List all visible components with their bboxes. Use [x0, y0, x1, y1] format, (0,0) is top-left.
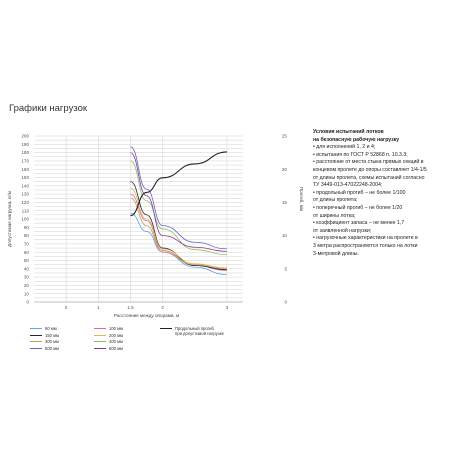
- x-axis-label: Расстояние между опорами, м: [114, 313, 179, 318]
- conditions-line: • продольный прогиб – не более 1/100: [313, 189, 406, 196]
- legend-item: 150 мм: [30, 333, 59, 338]
- y-tick-label: 40: [24, 266, 30, 271]
- conditions-line: от ширины лотка;: [313, 212, 356, 219]
- legend-label: 150 мм: [45, 332, 59, 338]
- legend-item: Продольный прогиб при допустимой нагрузке: [160, 326, 224, 336]
- y-tick-label: 200: [21, 134, 29, 139]
- y2-tick-label: 20: [282, 167, 288, 172]
- y-tick-label: 100: [21, 217, 29, 222]
- series-line-3: [130, 187, 227, 269]
- y-tick-label: 140: [21, 183, 29, 188]
- conditions-line: • расстояние от места стыка прямых секци…: [313, 159, 424, 166]
- x-tick-label: 1.5: [127, 305, 134, 310]
- page-title: Графики нагрузок: [9, 103, 88, 114]
- legend-swatch: [94, 341, 106, 343]
- conditions-line: 3 метра распространяются только на лотки: [313, 242, 418, 249]
- legend-label: 200 мм: [109, 332, 123, 338]
- series-line-6: [130, 146, 227, 250]
- x-tick-label: 2: [161, 305, 164, 310]
- series-line-4: [130, 197, 227, 270]
- legend-swatch: [94, 347, 106, 349]
- conditions-list: • для исполнений 1, 2 и 4; • испытания по…: [313, 144, 453, 258]
- legend-swatch: [94, 334, 106, 336]
- legend-item: 600 мм: [94, 346, 123, 351]
- y2-tick-label: 10: [282, 233, 288, 238]
- legend-item: 500 мм: [30, 346, 59, 351]
- y-tick-label: 70: [24, 242, 30, 247]
- conditions-line: от длины пролета, схемы испытаний соглас…: [313, 174, 425, 181]
- x-tick-label: 0: [65, 305, 68, 310]
- legend-item: 80 мм: [30, 326, 57, 331]
- y2-tick-label: 15: [282, 200, 288, 205]
- conditions-line: • поперечный прогиб – не более 1/20: [313, 204, 403, 211]
- conditions-line: концевом пролете до опоры составляет 1/4…: [313, 166, 427, 173]
- legend-swatch: [30, 328, 42, 330]
- conditions-heading-1: Условия испытаний лотков: [313, 129, 384, 135]
- test-conditions: Условия испытаний лотков на безопасную р…: [313, 129, 453, 258]
- y-tick-label: 60: [24, 250, 30, 255]
- conditions-line: • нагрузочные характеристики на пролете …: [313, 235, 418, 242]
- legend-label: 500 мм: [45, 345, 59, 351]
- legend-item: 100 мм: [94, 326, 123, 331]
- y-tick-label: 110: [22, 208, 30, 213]
- y-tick-label: 130: [21, 192, 29, 197]
- y2-tick-label: 0: [284, 300, 287, 305]
- legend-item: 400 мм: [94, 339, 123, 344]
- y-tick-label: 160: [21, 167, 29, 172]
- y2-axis-label: Прогиб, мм: [299, 187, 304, 211]
- legend-swatch: [30, 347, 42, 349]
- conditions-line: 3-метровой длины.: [313, 250, 359, 257]
- y-tick-label: 10: [24, 291, 30, 296]
- legend-label: 100 мм: [109, 326, 123, 331]
- conditions-line: ТУ 3449-013-47022248-2004;: [313, 182, 383, 189]
- y-tick-label: 190: [21, 142, 29, 147]
- y-tick-label: 0: [26, 300, 29, 305]
- legend-label: 600 мм: [109, 345, 123, 351]
- chart-grid: [34, 135, 243, 303]
- y2-tick-label: 5: [284, 266, 287, 271]
- series-line-2: [130, 181, 227, 271]
- conditions-line: от заявленной нагрузки;: [313, 227, 372, 234]
- legend-label: 400 мм: [109, 339, 123, 344]
- legend-swatch: [30, 334, 42, 336]
- y-tick-label: 50: [24, 258, 30, 263]
- series-line-1: [130, 193, 227, 271]
- y-tick-label: 170: [21, 159, 29, 164]
- x-tick-label: 3: [226, 305, 229, 310]
- y-tick-label: 30: [24, 275, 30, 280]
- y-tick-label: 120: [21, 200, 29, 205]
- legend-label: Продольный прогиб при допустимой нагрузке: [175, 326, 224, 336]
- series-line-5: [130, 160, 227, 256]
- conditions-heading-2: на безопасную рабочую нагрузку: [313, 136, 400, 143]
- y-tick-label: 20: [24, 283, 30, 288]
- legend-item: 200 мм: [94, 333, 123, 338]
- legend-item: 300 мм: [30, 339, 59, 344]
- y2-tick-label: 25: [282, 134, 288, 139]
- legend-label: 300 мм: [45, 339, 59, 344]
- series-line-8: [130, 151, 227, 217]
- y-tick-label: 150: [21, 175, 29, 180]
- conditions-line: • коэффициент запаса – не менее 1,7: [313, 220, 405, 227]
- y-tick-label: 90: [24, 225, 30, 230]
- chart-axes: 0102030405060708090100110120130140150160…: [7, 134, 304, 318]
- chart-legend: 80 мм 100 мм 150 мм 200 мм 300 мм 400 мм 500 м…: [30, 326, 300, 358]
- conditions-line: • для исполнений 1, 2 и 4;: [313, 144, 376, 151]
- chart-series: [130, 146, 227, 276]
- conditions-line: от длины пролета;: [313, 197, 358, 204]
- legend-swatch: [160, 328, 172, 330]
- x-tick-label: 1: [97, 305, 100, 310]
- series-line-7: [130, 152, 227, 252]
- legend-swatch: [30, 341, 42, 343]
- conditions-line: • испытания по ГОСТ Р 52868 п. 10.3.3;: [313, 151, 408, 158]
- legend-label: 80 мм: [45, 326, 57, 331]
- y-axis-label: Допустимая нагрузка, кг/м: [7, 191, 12, 247]
- y-tick-label: 180: [21, 150, 29, 155]
- y-tick-label: 80: [24, 233, 30, 238]
- legend-swatch: [94, 328, 106, 330]
